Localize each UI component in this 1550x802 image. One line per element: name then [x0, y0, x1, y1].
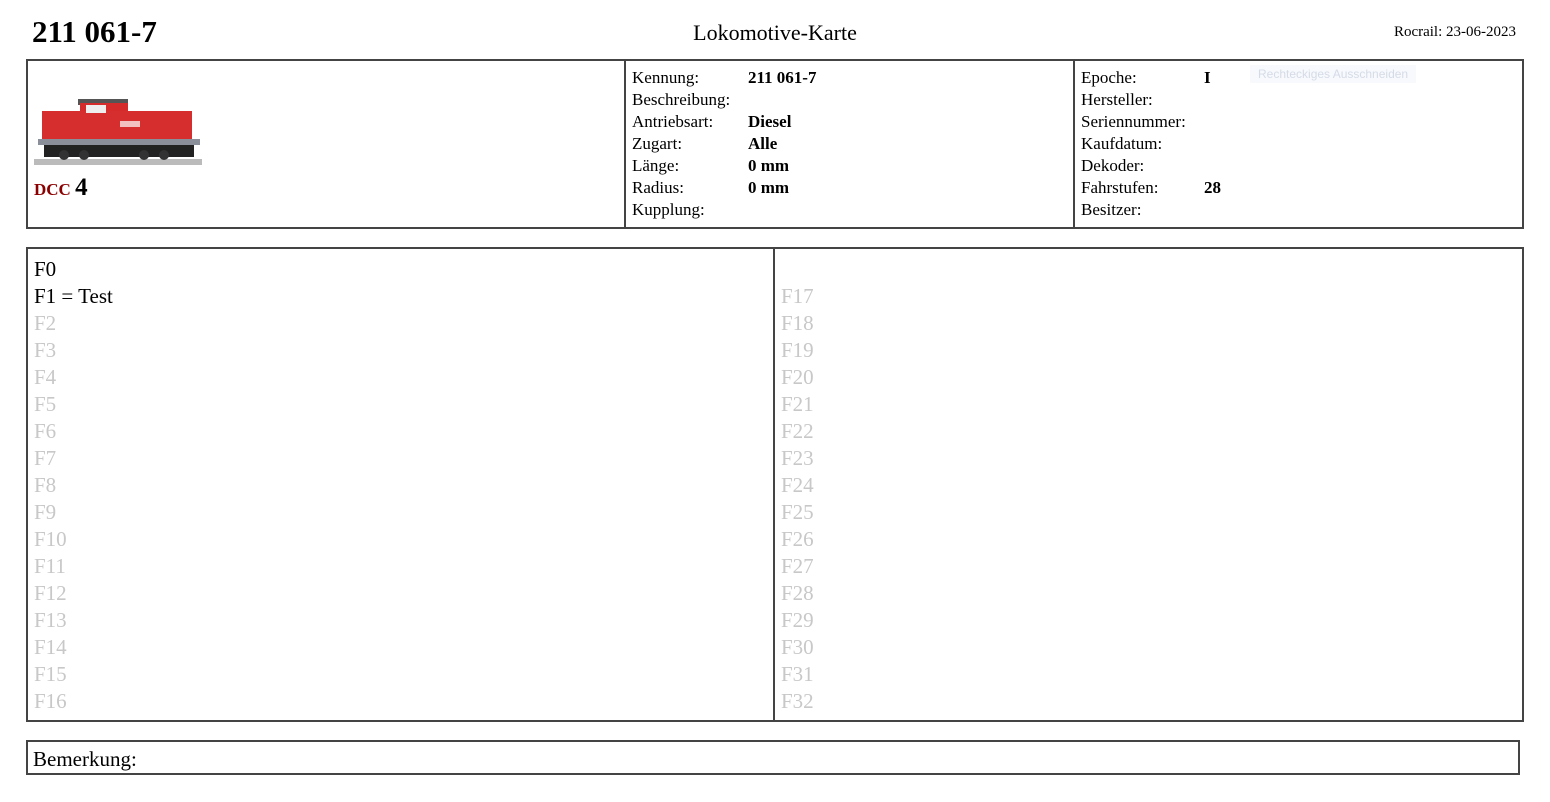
function-item: F25	[781, 500, 814, 524]
function-item: F14	[34, 635, 67, 659]
info-label: Hersteller:	[1081, 90, 1153, 109]
info-label: Besitzer:	[1081, 200, 1142, 219]
info-label: Seriennummer:	[1081, 112, 1186, 131]
function-item: F27	[781, 554, 814, 578]
info-row: Antriebsart: Diesel	[632, 111, 1067, 133]
info-row: Kaufdatum:	[1081, 133, 1516, 155]
tooltip: Rechteckiges Ausschneiden	[1250, 65, 1417, 83]
function-item: F9	[34, 500, 57, 524]
card-title: Lokomotive-Karte	[693, 20, 857, 45]
remarks-label: Bemerkung:	[33, 747, 137, 771]
info-label: Beschreibung:	[632, 90, 731, 109]
function-item: F10	[34, 527, 67, 551]
function-item: F8	[34, 473, 57, 497]
info-value: 211 061-7	[748, 68, 817, 87]
address-line: DCC 4	[34, 174, 618, 201]
protocol: DCC	[34, 180, 71, 199]
info-label: Kaufdatum:	[1081, 134, 1163, 153]
function-item: F6	[34, 419, 57, 443]
info-label: Kupplung:	[632, 200, 705, 219]
functions-right: F17 F18 F19 F20 F21 F22 F23 F24 F25 F26 F27 F28 F29 F…	[775, 249, 1522, 720]
info-label: Dekoder:	[1081, 156, 1145, 175]
info-label: Fahrstufen:	[1081, 178, 1159, 197]
locomotive-image	[34, 99, 202, 165]
function-item: F5	[34, 392, 57, 416]
info-row: Beschreibung:	[632, 89, 1067, 111]
info-table: DCC 4 Kennung: 211 061-7 Beschreibung: Antr…	[26, 59, 1524, 229]
info-row: Kennung: 211 061-7	[632, 67, 1067, 89]
function-item: F21	[781, 392, 814, 416]
loco-id-title: 211 061-7	[32, 14, 157, 49]
info-value: Alle	[748, 134, 778, 153]
function-item: F29	[781, 608, 814, 632]
function-item: F17	[781, 284, 814, 308]
function-item: F20	[781, 365, 814, 389]
address: 4	[75, 174, 88, 201]
info-label: Radius:	[632, 178, 684, 197]
info-right: Epoche: I Hersteller: Seriennummer: Kaufdatu…	[1075, 61, 1522, 227]
info-value: 28	[1204, 178, 1221, 197]
function-item: F11	[34, 554, 66, 578]
info-label: Antriebsart:	[632, 112, 714, 131]
info-value: I	[1204, 68, 1211, 87]
info-value: 0 mm	[748, 178, 790, 197]
info-row: Zugart: Alle	[632, 133, 1067, 155]
function-item: F18	[781, 311, 814, 335]
functions-left: F0 F1 = Test F2 F3 F4 F5 F6 F7 F8 F9 F10 F11 F12 F13 F…	[28, 249, 775, 720]
function-item: F1 = Test	[34, 284, 113, 308]
function-item: F24	[781, 473, 814, 497]
function-item: F22	[781, 419, 814, 443]
rocrail-date: Rocrail: 23-06-2023	[1393, 24, 1516, 40]
function-item	[781, 256, 1516, 283]
remarks-box: Bemerkung:	[26, 740, 1520, 775]
info-row: Hersteller:	[1081, 89, 1516, 111]
function-item: F31	[781, 662, 814, 686]
function-item: F32	[781, 689, 814, 713]
info-row: Epoche: I	[1081, 67, 1516, 89]
function-item: F2	[34, 311, 57, 335]
info-row: Dekoder:	[1081, 155, 1516, 177]
function-item: F30	[781, 635, 814, 659]
info-row: Radius: 0 mm	[632, 177, 1067, 199]
info-row: Besitzer:	[1081, 199, 1516, 221]
function-item: F19	[781, 338, 814, 362]
info-row: Fahrstufen: 28	[1081, 177, 1516, 199]
function-item: F23	[781, 446, 814, 470]
loco-image-cell: DCC 4	[28, 61, 626, 227]
function-item: F4	[34, 365, 57, 389]
info-value: 0 mm	[748, 156, 790, 175]
info-row: Länge: 0 mm	[632, 155, 1067, 177]
function-item: F26	[781, 527, 814, 551]
function-item: F12	[34, 581, 67, 605]
info-label: Epoche:	[1081, 68, 1137, 87]
info-label: Kennung:	[632, 68, 700, 87]
function-item: F15	[34, 662, 67, 686]
function-item: F0	[34, 257, 57, 281]
info-row: Seriennummer:	[1081, 111, 1516, 133]
function-item: F28	[781, 581, 814, 605]
info-label: Länge:	[632, 156, 680, 175]
info-label: Zugart:	[632, 134, 683, 153]
functions-table: F0 F1 = Test F2 F3 F4 F5 F6 F7 F8 F9 F10 F11 F12 F13 F…	[26, 247, 1524, 722]
info-value: Diesel	[748, 112, 792, 131]
info-middle: Kennung: 211 061-7 Beschreibung: Antriebsar…	[626, 61, 1075, 227]
function-item: F3	[34, 338, 57, 362]
function-item: F13	[34, 608, 67, 632]
function-item: F16	[34, 689, 67, 713]
function-item: F7	[34, 446, 57, 470]
info-row: Kupplung:	[632, 199, 1067, 221]
